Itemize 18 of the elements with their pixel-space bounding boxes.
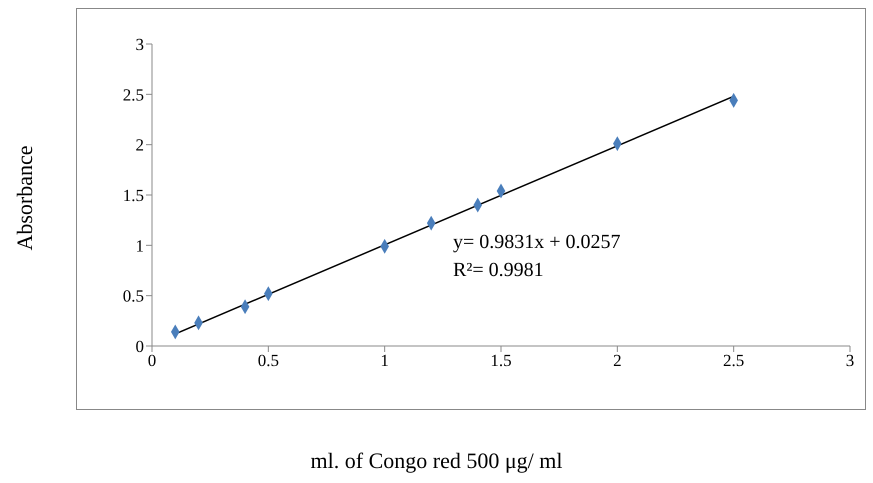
annotation: R²= 0.9981 [453, 258, 545, 283]
x-tick-label: 0.5 [258, 351, 279, 370]
x-axis-title: ml. of Congo red 500 μg/ ml [310, 448, 564, 474]
y-tick-label: 1.5 [122, 186, 144, 206]
x-tick-label: 1.5 [490, 351, 512, 370]
y-tick-label: 2 [136, 136, 144, 155]
y-tick-label: 0 [136, 337, 144, 356]
x-tick-label: 3 [846, 351, 854, 370]
x-tick-label: 2.5 [723, 351, 744, 370]
x-tick-label: 2 [613, 351, 622, 370]
y-axis-title: Absorbance [12, 145, 38, 251]
y-tick-label: 1 [136, 236, 144, 256]
y-tick-label: 3 [136, 35, 144, 54]
x-tick-label: 1 [380, 351, 389, 370]
annotation: y= 0.9831x + 0.0257 [453, 230, 621, 255]
y-tick-label: 2.5 [122, 85, 144, 104]
y-tick-label: 0.5 [122, 286, 144, 306]
x-tick-label: 0 [148, 351, 156, 370]
